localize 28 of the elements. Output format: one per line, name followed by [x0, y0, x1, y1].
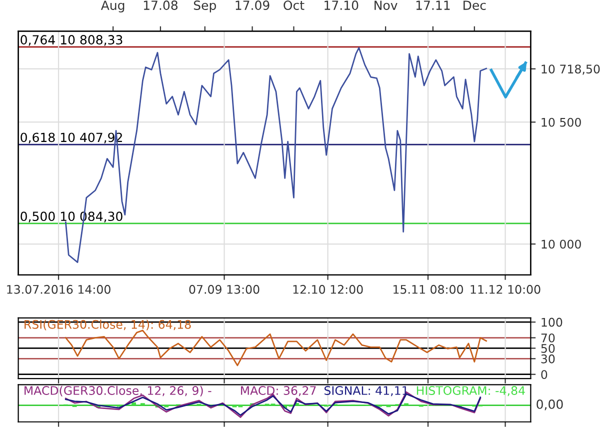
- series-label: SIGNAL: 41,11: [324, 386, 408, 396]
- x2-tick-label: Sep: [194, 0, 216, 12]
- y-tick-label: 50: [541, 344, 555, 353]
- y-tick-label: 10 718,50: [542, 64, 600, 75]
- ref-line-label: 0,00: [536, 399, 563, 410]
- ref-line-label: 0,764 10 808,33: [20, 35, 122, 46]
- series-label: MACD: 36,27: [241, 386, 316, 396]
- y-tick-label: 70: [541, 333, 555, 342]
- x2-tick-label: 17.09: [236, 0, 270, 10]
- x-tick-label: 15.11 08:00: [394, 284, 464, 294]
- y-tick-label: 30: [541, 354, 555, 364]
- x2-tick-label: 17.11: [416, 0, 450, 10]
- chart-title: MACD(GER30.Close, 12, 26, 9) -: [24, 386, 212, 396]
- x-tick-label: 13.07.2016 14:00: [7, 284, 110, 294]
- x2-tick-label: Aug: [100, 0, 124, 12]
- x2-tick-label: Nov: [374, 0, 398, 10]
- x-tick-label: 12.10 12:00: [293, 284, 363, 294]
- x-tick-label: 07.09 13:00: [189, 284, 260, 294]
- y-tick-label: 0: [541, 370, 548, 380]
- y-tick-label: 10 000: [542, 240, 581, 249]
- x2-tick-label: 17.10: [324, 0, 358, 10]
- x2-tick-label: 17.08: [144, 0, 178, 10]
- y-tick-label: 100: [542, 318, 562, 327]
- x2-tick-label: Dec: [464, 0, 486, 10]
- x-tick-label: 11.12 10:00: [470, 284, 540, 294]
- series-label: HISTOGRAM: -4,84: [416, 386, 525, 396]
- x2-tick-label: Oct: [284, 0, 304, 10]
- y-tick-label: 10 500: [542, 118, 581, 127]
